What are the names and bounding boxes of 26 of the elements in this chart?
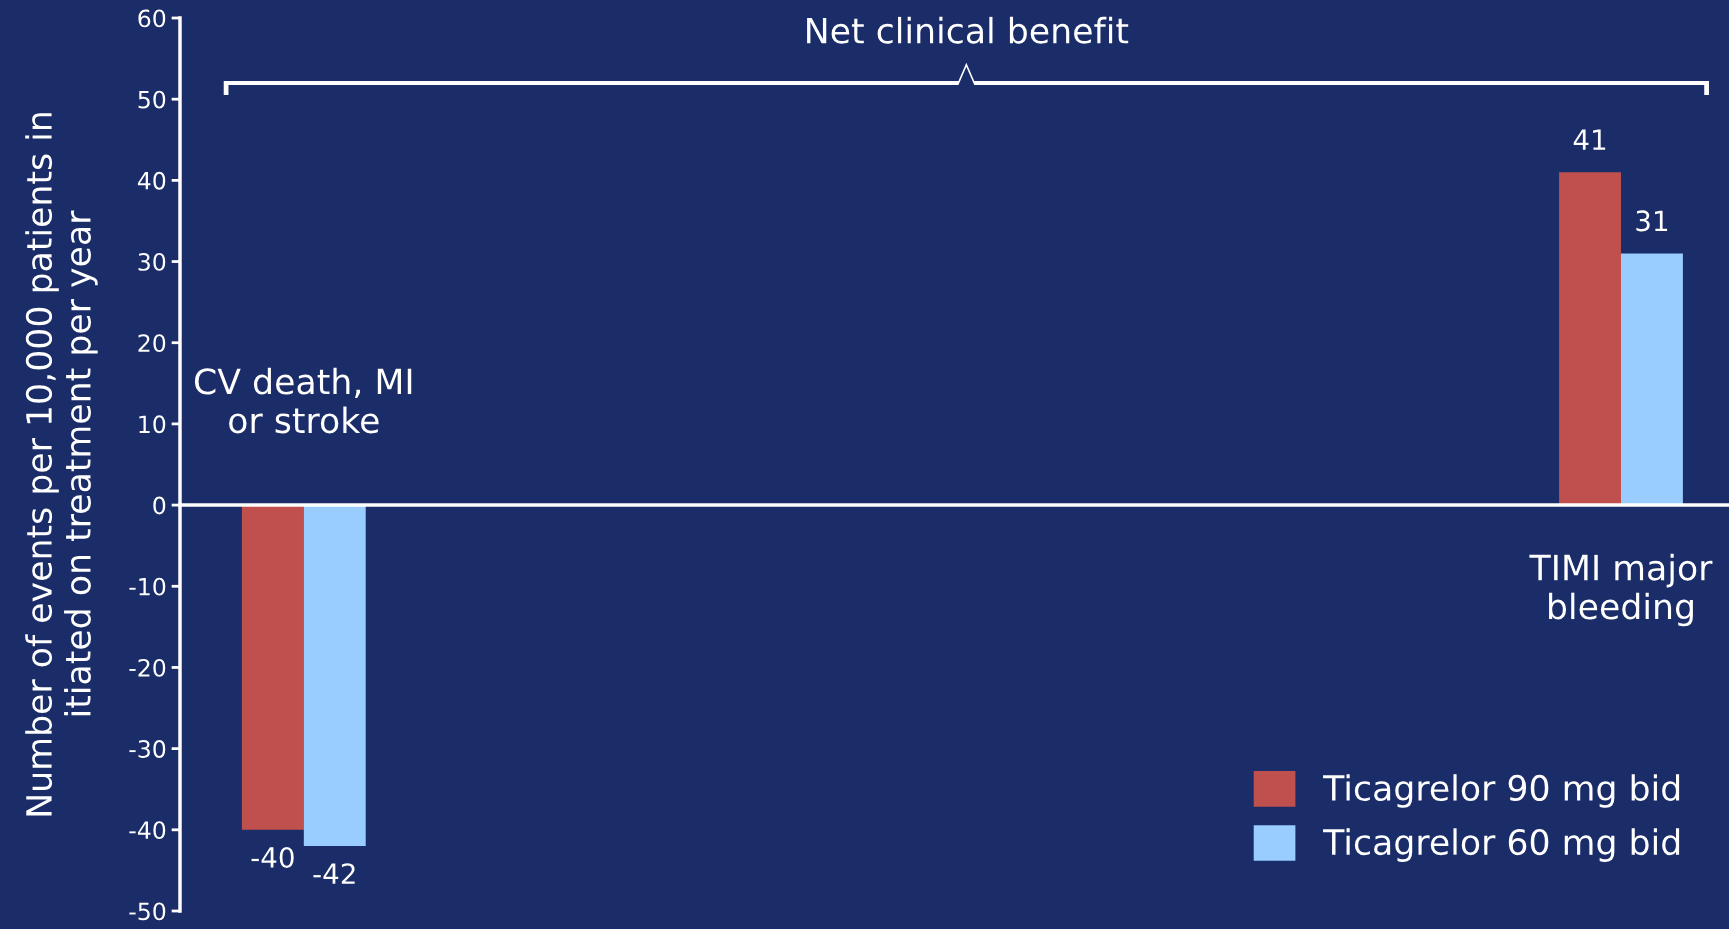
y-tick-label: -20 (129, 658, 166, 677)
data-label: 41 (1573, 129, 1606, 150)
y-tick-label: 40 (137, 171, 166, 190)
y-tick-label: 0 (153, 496, 166, 515)
bar (1620, 253, 1683, 506)
data-label: -40 (251, 846, 294, 868)
y-tick-label: -40 (129, 821, 166, 840)
y-axis-title: Number of events per 10,000 patients in itiated on treatment per year (25, 113, 98, 816)
legend-label: Ticagrelor 90 mg bid (1323, 774, 1680, 808)
bar (241, 505, 304, 830)
y-tick-label: 30 (138, 252, 166, 271)
y-tick-label: -30 (129, 740, 166, 758)
legend-label: Ticagrelor 60 mg bid (1323, 828, 1680, 862)
y-tick-label: 50 (138, 90, 166, 109)
bar (1559, 172, 1621, 506)
y-tick-label: -10 (129, 577, 166, 596)
y-tick-label: 20 (138, 334, 166, 353)
bar (303, 505, 366, 847)
y-tick-label: 10 (139, 415, 166, 434)
annotation: Net clinical benefit (807, 16, 1129, 44)
y-tick-label: 60 (138, 9, 166, 28)
y-tick-label: -50 (129, 902, 166, 921)
data-label: 31 (1636, 210, 1668, 232)
data-label: -42 (313, 863, 355, 884)
x-tick-label: TIMI major bleeding (1529, 553, 1713, 627)
x-tick-label: CV death, MI or stroke (194, 367, 412, 434)
